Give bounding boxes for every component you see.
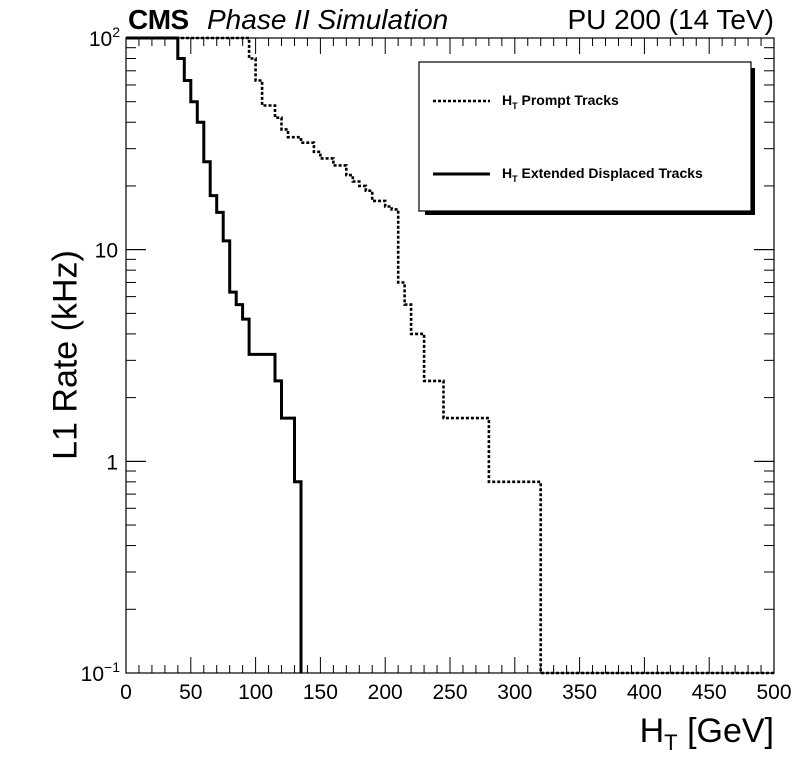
x-axis-label: HT [GeV] xyxy=(640,712,774,756)
y-axis-label: L1 Rate (kHz) xyxy=(46,250,85,460)
conditions-label: PU 200 (14 TeV) xyxy=(567,4,775,35)
legend-label-1: HT Prompt Tracks xyxy=(502,92,619,111)
x-tick-label: 200 xyxy=(368,681,403,704)
x-tick-label: 250 xyxy=(432,681,467,704)
x-tick-label: 50 xyxy=(179,681,202,704)
x-tick-label: 300 xyxy=(497,681,532,704)
y-tick-label: 1 xyxy=(106,451,118,474)
y-tick-label: 102 xyxy=(89,24,120,51)
x-tick-label: 0 xyxy=(120,681,132,704)
cms-label: CMS xyxy=(128,4,189,35)
legend: HT Prompt Tracks HT Extended Displaced Tr… xyxy=(418,61,755,215)
x-tick-label: 400 xyxy=(627,681,662,704)
x-tick-label: 450 xyxy=(692,681,727,704)
plot-axes: 0 50 100 150 200 250 300 350 400 450 500 102 10 1 10−1 xyxy=(81,24,792,704)
legend-box xyxy=(418,61,752,212)
subtitle-label: Phase II Simulation xyxy=(207,4,449,35)
x-tick-label: 100 xyxy=(238,681,273,704)
x-tick-label: 500 xyxy=(756,681,791,704)
x-axis-label-unit: [GeV] xyxy=(687,712,774,750)
series-line-1 xyxy=(126,36,774,675)
x-axis-label-sub: T xyxy=(664,729,678,755)
x-tick-label: 150 xyxy=(303,681,338,704)
y-tick-label: 10 xyxy=(95,240,118,263)
series-group xyxy=(126,36,774,675)
legend-label-2: HT Extended Displaced Tracks xyxy=(502,165,703,184)
series-line-2 xyxy=(126,36,303,673)
x-axis-label-main: H xyxy=(639,712,665,750)
x-tick-label: 350 xyxy=(562,681,597,704)
y-tick-label: 10−1 xyxy=(81,659,121,686)
